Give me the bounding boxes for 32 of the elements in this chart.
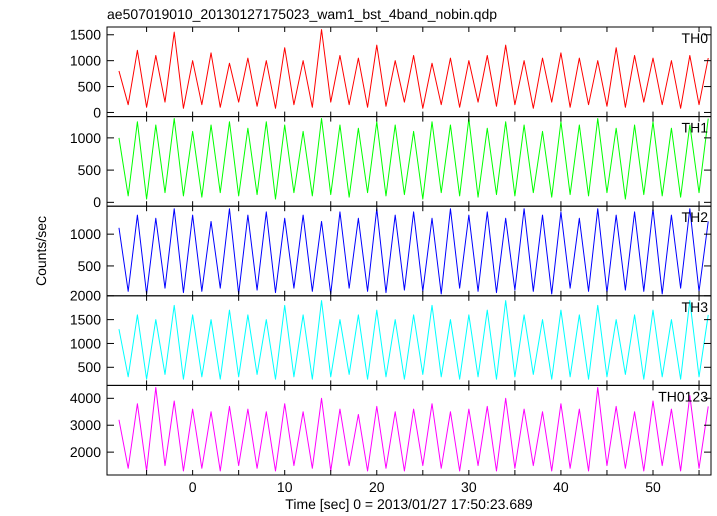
- x-tick-label: 0: [188, 479, 197, 495]
- y-tick-label: 1500: [70, 312, 102, 328]
- x-tick-label: 50: [645, 479, 661, 495]
- y-tick-label: 1000: [70, 226, 102, 242]
- x-tick-label: 20: [368, 479, 385, 495]
- line-series: [118, 208, 709, 294]
- y-tick-label: 500: [78, 359, 102, 376]
- x-tick-label: 40: [553, 479, 569, 495]
- y-tick-label: 1000: [70, 130, 102, 146]
- y-tick-label: 2000: [70, 288, 102, 304]
- line-series: [118, 387, 709, 472]
- chart-title: ae507019010_20130127175023_wam1_bst_4band_nobin.qdp: [107, 6, 498, 22]
- y-tick-label: 1000: [70, 52, 102, 69]
- y-tick-label: 0: [93, 104, 102, 120]
- y-tick-label: 500: [78, 162, 102, 178]
- y-tick-label: 1500: [70, 26, 102, 43]
- x-tick-label: 10: [276, 479, 293, 495]
- line-series: [118, 300, 709, 380]
- x-axis-title: Time [sec] 0 = 2013/01/27 17:50:23.689: [285, 496, 533, 512]
- x-tick-label: 30: [461, 479, 477, 495]
- y-tick-label: 0: [93, 194, 102, 210]
- y-tick-label: 500: [78, 258, 102, 274]
- line-series: [118, 29, 709, 109]
- series-label: TH0: [682, 30, 708, 46]
- y-axis-title: Counts/sec: [33, 216, 49, 286]
- y-tick-label: 1000: [70, 335, 102, 352]
- y-tick-label: 4000: [70, 390, 102, 406]
- y-tick-label: 3000: [70, 417, 102, 434]
- y-tick-label: 2000: [70, 444, 102, 460]
- y-tick-label: 500: [78, 78, 102, 94]
- series-label: TH0123: [658, 388, 708, 404]
- line-series: [118, 118, 709, 200]
